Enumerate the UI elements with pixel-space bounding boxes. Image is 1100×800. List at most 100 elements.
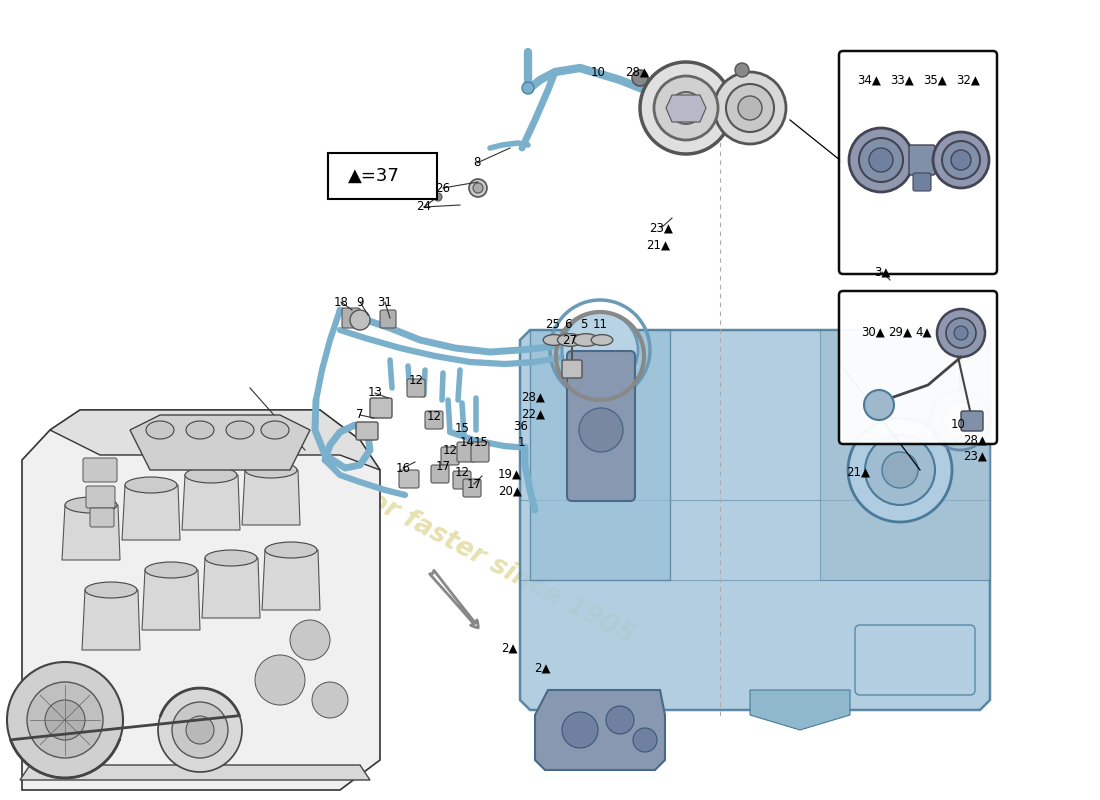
Polygon shape <box>122 485 180 540</box>
Text: 12: 12 <box>408 374 424 386</box>
Circle shape <box>952 150 971 170</box>
Circle shape <box>849 128 913 192</box>
Circle shape <box>434 193 442 201</box>
Circle shape <box>469 179 487 197</box>
Circle shape <box>882 452 918 488</box>
Text: 12: 12 <box>454 466 470 478</box>
FancyBboxPatch shape <box>839 291 997 444</box>
Text: 20▲: 20▲ <box>498 485 521 498</box>
Circle shape <box>606 706 634 734</box>
Text: 28▲: 28▲ <box>625 66 649 78</box>
FancyBboxPatch shape <box>471 442 490 462</box>
Circle shape <box>942 402 978 438</box>
Polygon shape <box>20 765 370 780</box>
Polygon shape <box>202 558 260 618</box>
Circle shape <box>738 96 762 120</box>
FancyBboxPatch shape <box>82 458 117 482</box>
Text: 34▲: 34▲ <box>857 74 881 86</box>
Text: 11: 11 <box>593 318 607 331</box>
Text: 2▲: 2▲ <box>534 662 550 674</box>
Polygon shape <box>62 505 120 560</box>
Text: 3▲: 3▲ <box>873 266 890 278</box>
Text: 8: 8 <box>473 157 481 170</box>
Circle shape <box>28 682 103 758</box>
Text: 36: 36 <box>514 419 528 433</box>
Ellipse shape <box>145 562 197 578</box>
Text: 17: 17 <box>436 461 451 474</box>
Ellipse shape <box>125 477 177 493</box>
Text: 35▲: 35▲ <box>923 74 947 86</box>
Text: 9: 9 <box>356 295 364 309</box>
Text: 6: 6 <box>564 318 572 331</box>
Text: 24: 24 <box>417 201 431 214</box>
Text: 10: 10 <box>950 418 966 430</box>
Polygon shape <box>520 330 990 710</box>
Ellipse shape <box>543 334 564 346</box>
Circle shape <box>933 132 989 188</box>
FancyBboxPatch shape <box>356 422 378 440</box>
Circle shape <box>954 326 968 340</box>
Polygon shape <box>50 410 380 470</box>
Text: 13: 13 <box>367 386 383 399</box>
Polygon shape <box>750 690 850 730</box>
Circle shape <box>632 70 648 86</box>
Circle shape <box>735 63 749 77</box>
Circle shape <box>312 682 348 718</box>
Polygon shape <box>535 690 666 770</box>
Text: 17: 17 <box>466 478 482 490</box>
Circle shape <box>473 183 483 193</box>
Circle shape <box>865 435 935 505</box>
Ellipse shape <box>65 497 117 513</box>
Circle shape <box>158 688 242 772</box>
FancyBboxPatch shape <box>453 471 471 489</box>
FancyBboxPatch shape <box>562 360 582 378</box>
Circle shape <box>864 390 894 420</box>
FancyBboxPatch shape <box>90 508 114 527</box>
Circle shape <box>562 712 598 748</box>
FancyBboxPatch shape <box>839 51 997 274</box>
Text: 19▲: 19▲ <box>498 467 522 481</box>
Ellipse shape <box>558 334 583 346</box>
Text: 32▲: 32▲ <box>956 74 980 86</box>
Polygon shape <box>182 475 240 530</box>
Circle shape <box>726 84 774 132</box>
Ellipse shape <box>85 582 138 598</box>
Circle shape <box>654 76 718 140</box>
Text: 5: 5 <box>581 318 587 331</box>
Text: 4▲: 4▲ <box>915 326 933 338</box>
Circle shape <box>562 312 638 388</box>
Text: 16: 16 <box>396 462 410 474</box>
Text: 33▲: 33▲ <box>890 74 914 86</box>
FancyBboxPatch shape <box>431 465 449 483</box>
FancyBboxPatch shape <box>407 379 425 397</box>
Circle shape <box>714 72 786 144</box>
Polygon shape <box>530 330 670 580</box>
Polygon shape <box>22 410 379 790</box>
Circle shape <box>172 702 228 758</box>
Text: 29▲: 29▲ <box>888 326 912 338</box>
Text: 14: 14 <box>460 437 474 450</box>
FancyBboxPatch shape <box>328 153 437 199</box>
Ellipse shape <box>185 467 236 483</box>
Text: 25: 25 <box>546 318 560 331</box>
Circle shape <box>942 141 980 179</box>
FancyBboxPatch shape <box>379 310 396 328</box>
Ellipse shape <box>186 421 214 439</box>
Text: 30▲: 30▲ <box>861 326 884 338</box>
Text: a passion for faster since 1905: a passion for faster since 1905 <box>221 410 639 650</box>
Ellipse shape <box>591 334 613 346</box>
Ellipse shape <box>205 550 257 566</box>
Text: 15: 15 <box>474 437 488 450</box>
Circle shape <box>45 700 85 740</box>
Circle shape <box>640 62 732 154</box>
Ellipse shape <box>245 462 297 478</box>
Circle shape <box>937 309 984 357</box>
Circle shape <box>7 662 123 778</box>
FancyBboxPatch shape <box>425 411 443 429</box>
Polygon shape <box>242 470 300 525</box>
Circle shape <box>946 318 976 348</box>
Text: 12: 12 <box>427 410 441 422</box>
Text: 31: 31 <box>377 295 393 309</box>
Ellipse shape <box>265 542 317 558</box>
Text: 26: 26 <box>436 182 451 194</box>
